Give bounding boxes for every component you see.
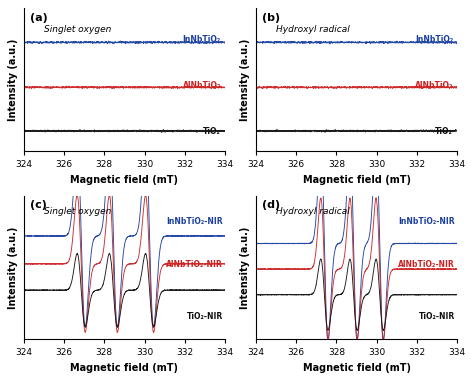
Y-axis label: Intensity (a.u.): Intensity (a.u.) <box>9 226 18 309</box>
X-axis label: Magnetic field (mT): Magnetic field (mT) <box>71 175 178 185</box>
Text: InNbTiO₂: InNbTiO₂ <box>415 35 453 44</box>
Text: TiO₂: TiO₂ <box>203 127 221 136</box>
Text: AlNbTiO₂-NIR: AlNbTiO₂-NIR <box>166 260 223 269</box>
Y-axis label: Intensity (a.u.): Intensity (a.u.) <box>240 226 250 309</box>
Text: Hydroxyl radical: Hydroxyl radical <box>276 208 350 216</box>
Y-axis label: Intensity (a.u.): Intensity (a.u.) <box>240 38 250 121</box>
Text: InNbTiO₂-NIR: InNbTiO₂-NIR <box>166 217 223 226</box>
Text: InNbTiO₂-NIR: InNbTiO₂-NIR <box>399 217 455 226</box>
Text: (c): (c) <box>30 200 47 210</box>
Text: TiO₂-NIR: TiO₂-NIR <box>419 312 455 321</box>
Text: (a): (a) <box>30 13 48 22</box>
Text: Singlet oxygen: Singlet oxygen <box>44 208 111 216</box>
Text: Singlet oxygen: Singlet oxygen <box>44 26 111 35</box>
Text: Hydroxyl radical: Hydroxyl radical <box>276 26 350 35</box>
Text: (d): (d) <box>262 200 280 210</box>
Text: AlNbTiO₂: AlNbTiO₂ <box>182 81 221 90</box>
X-axis label: Magnetic field (mT): Magnetic field (mT) <box>71 363 178 373</box>
Y-axis label: Intensity (a.u.): Intensity (a.u.) <box>9 38 18 121</box>
Text: AlNbTiO₂: AlNbTiO₂ <box>415 81 453 90</box>
Text: TiO₂-NIR: TiO₂-NIR <box>187 312 223 321</box>
Text: AlNbTiO₂-NIR: AlNbTiO₂-NIR <box>398 260 455 269</box>
X-axis label: Magnetic field (mT): Magnetic field (mT) <box>302 363 410 373</box>
Text: TiO₂: TiO₂ <box>435 127 453 136</box>
X-axis label: Magnetic field (mT): Magnetic field (mT) <box>302 175 410 185</box>
Text: (b): (b) <box>262 13 280 22</box>
Text: InNbTiO₂: InNbTiO₂ <box>182 35 221 44</box>
